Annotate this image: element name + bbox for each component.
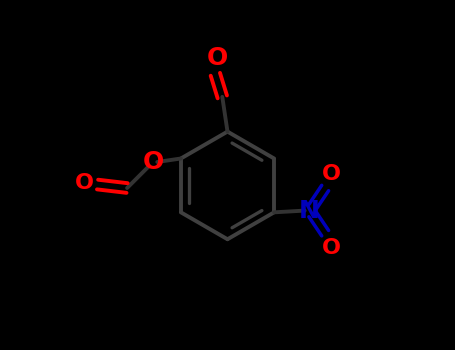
Text: O: O bbox=[322, 163, 341, 183]
Text: O: O bbox=[322, 238, 341, 258]
Text: O: O bbox=[75, 173, 94, 193]
Text: N: N bbox=[298, 198, 319, 223]
Text: O: O bbox=[207, 46, 228, 70]
Text: O: O bbox=[142, 150, 164, 174]
